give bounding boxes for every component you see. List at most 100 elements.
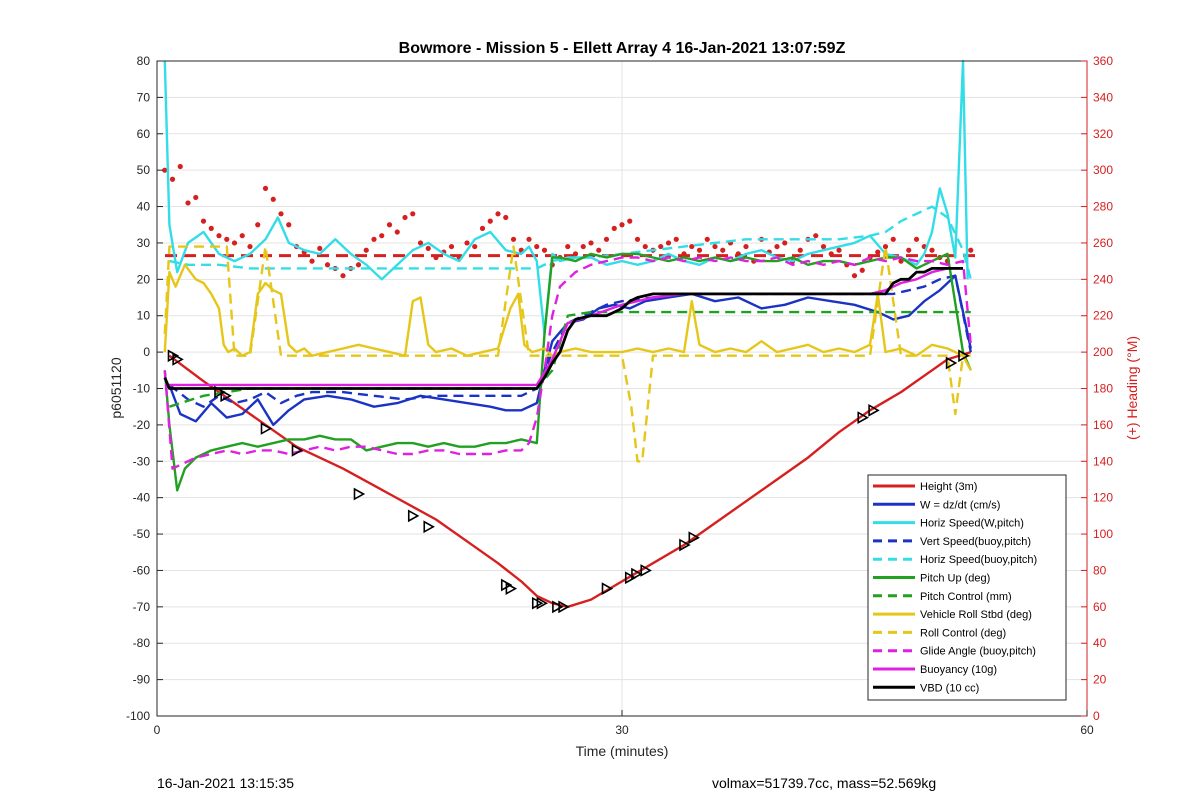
series-line-8 [163, 245, 971, 463]
heading-point [200, 218, 207, 224]
heading-point [929, 247, 935, 253]
heading-point [836, 247, 842, 253]
marker-triangle [423, 520, 435, 534]
heading-point [177, 163, 183, 170]
heading-point [813, 233, 819, 239]
y2-tick-label-11: 140 [1093, 454, 1113, 468]
y2-tick-label-15: 60 [1093, 600, 1107, 614]
heading-point [774, 243, 780, 250]
heading-point [696, 247, 703, 253]
heading-point [309, 258, 315, 264]
marker-triangle [536, 596, 549, 610]
legend-label-9: Glide Angle (buoy,pitch) [920, 646, 1036, 658]
y-tick-label-5: 30 [137, 236, 151, 250]
legend-label-5: Pitch Up (deg) [920, 573, 990, 585]
y2-tick-label-14: 80 [1093, 563, 1107, 577]
marker-triangle [260, 422, 273, 435]
y2-tick-label-4: 280 [1093, 200, 1113, 214]
heading-point [394, 229, 400, 235]
heading-point [797, 247, 803, 253]
heading-point [712, 243, 718, 250]
heading-point [255, 222, 261, 228]
y-tick-label-16: -80 [133, 636, 151, 650]
heading-point [448, 243, 455, 250]
legend-label-8: Roll Control (deg) [920, 627, 1006, 639]
heading-point [603, 236, 610, 242]
heading-point [193, 194, 199, 201]
y-tick-label-10: -20 [133, 418, 151, 432]
heading-point [270, 196, 276, 202]
y2-tick-label-7: 220 [1093, 309, 1113, 323]
x-tick-label-0: 0 [154, 723, 161, 737]
heading-point [720, 247, 726, 253]
heading-point [588, 240, 594, 246]
series-layer [163, 59, 972, 608]
legend-label-6: Pitch Control (mm) [920, 591, 1012, 603]
marker-triangle [958, 349, 970, 363]
heading-point [208, 225, 214, 231]
heading-point [704, 236, 710, 242]
heading-point [216, 233, 222, 239]
marker-triangle [688, 531, 700, 545]
series-line-9 [163, 256, 972, 470]
heading-point [968, 247, 974, 253]
heading-point [875, 249, 881, 255]
series-line-1 [168, 274, 972, 427]
y2-tick-label-0: 360 [1093, 54, 1113, 68]
marker-triangle [945, 356, 958, 370]
y2-tick-label-6: 240 [1093, 272, 1113, 286]
heading-point [379, 233, 385, 239]
heading-point [402, 214, 408, 221]
marker-triangle [407, 509, 420, 523]
heading-point [317, 245, 323, 252]
heading-point [371, 236, 377, 242]
footer-timestamp: 16-Jan-2021 13:15:35 [157, 775, 294, 791]
legend-label-10: Buoyancy (10g) [920, 664, 997, 676]
y2-tick-label-17: 20 [1093, 673, 1107, 687]
heading-point [363, 247, 369, 253]
marker-triangle [291, 444, 304, 457]
y2-tick-label-1: 340 [1093, 90, 1113, 104]
heading-point [286, 222, 292, 228]
series-line-0 [168, 350, 972, 608]
marker-triangle [624, 571, 637, 585]
series-line-7 [163, 263, 972, 371]
y-axis-label: p6051120 [108, 357, 124, 418]
marker-triangle [220, 389, 232, 403]
legend-label-4: Horiz Speed(buoy,pitch) [920, 554, 1037, 566]
marker-triangle [214, 385, 226, 399]
heading-point [510, 236, 517, 242]
heading-dots [162, 163, 979, 279]
heading-point [851, 273, 858, 279]
y-tick-label-0: 80 [137, 54, 151, 68]
heading-point [782, 240, 788, 246]
left-axis-ticks: 80 70 60 50 40 30 20 10 0 -10 -20 -30 -40 -50 -60 -70 -8… [126, 54, 163, 723]
y-tick-label-4: 40 [137, 200, 151, 214]
y-tick-label-14: -60 [133, 563, 151, 577]
y2-tick-label-13: 100 [1093, 527, 1113, 541]
x-tick-label-1: 30 [615, 723, 629, 737]
heading-point [859, 267, 865, 273]
heading-point [611, 225, 617, 231]
y-tick-label-12: -40 [133, 491, 151, 505]
marker-triangle [353, 487, 366, 501]
heading-point [565, 243, 571, 250]
legend-label-1: W = dz/dt (cm/s) [920, 499, 1000, 511]
y-tick-label-17: -90 [133, 673, 151, 687]
y-tick-label-7: 10 [137, 309, 151, 323]
y-tick-label-2: 60 [137, 127, 151, 141]
heading-point [689, 243, 695, 250]
heading-point [231, 240, 238, 246]
y2-tick-label-18: 0 [1093, 709, 1100, 723]
heading-point [665, 240, 672, 246]
heading-point [425, 245, 431, 252]
y2-tick-label-9: 180 [1093, 382, 1113, 396]
legend-label-0: Height (3m) [920, 481, 977, 493]
legend-box [867, 474, 1067, 701]
heading-point [239, 233, 245, 239]
heading-point [495, 211, 501, 217]
x-axis-label: Time (minutes) [576, 743, 669, 759]
marker-triangle [558, 600, 570, 614]
heading-point [673, 236, 679, 242]
